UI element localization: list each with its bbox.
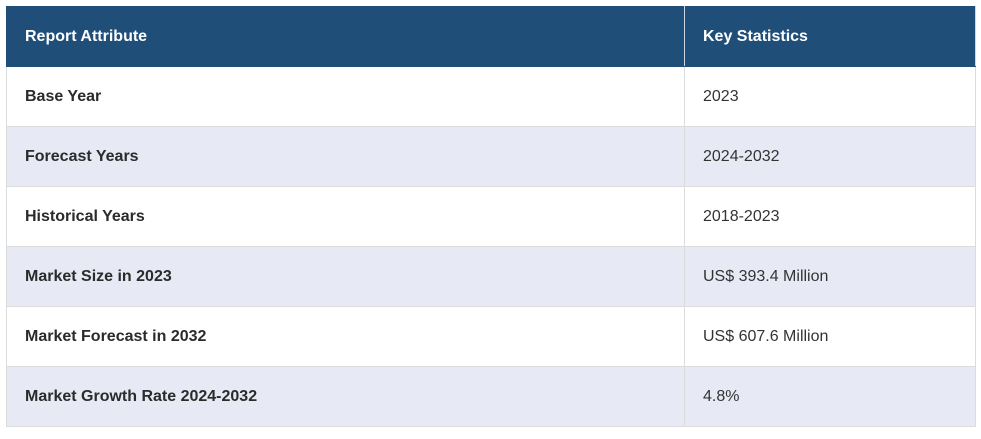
value-cell: US$ 393.4 Million xyxy=(684,246,976,307)
value-cell: 2023 xyxy=(684,66,976,127)
value-cell: 2018-2023 xyxy=(684,186,976,247)
value-cell: 4.8% xyxy=(684,366,976,427)
table-body: Base Year 2023 Forecast Years 2024-2032 Hist… xyxy=(6,66,976,427)
table-row: Historical Years 2018-2023 xyxy=(6,186,976,247)
table-row: Market Growth Rate 2024-2032 4.8% xyxy=(6,366,976,427)
attribute-cell: Historical Years xyxy=(6,186,685,247)
table-header: Report Attribute Key Statistics xyxy=(6,6,976,67)
table-row: Base Year 2023 xyxy=(6,66,976,127)
attribute-cell: Forecast Years xyxy=(6,126,685,187)
stats-table: Report Attribute Key Statistics Base Year… xyxy=(6,6,976,427)
table-row: Forecast Years 2024-2032 xyxy=(6,126,976,187)
attribute-cell: Market Size in 2023 xyxy=(6,246,685,307)
table-row: Market Forecast in 2032 US$ 607.6 Million xyxy=(6,306,976,367)
attribute-cell: Base Year xyxy=(6,66,685,127)
header-row: Report Attribute Key Statistics xyxy=(6,6,976,67)
table-row: Market Size in 2023 US$ 393.4 Million xyxy=(6,246,976,307)
value-cell: 2024-2032 xyxy=(684,126,976,187)
attribute-cell: Market Growth Rate 2024-2032 xyxy=(6,366,685,427)
value-cell: US$ 607.6 Million xyxy=(684,306,976,367)
attribute-cell: Market Forecast in 2032 xyxy=(6,306,685,367)
header-cell: Key Statistics xyxy=(684,6,976,67)
header-cell: Report Attribute xyxy=(6,6,685,67)
